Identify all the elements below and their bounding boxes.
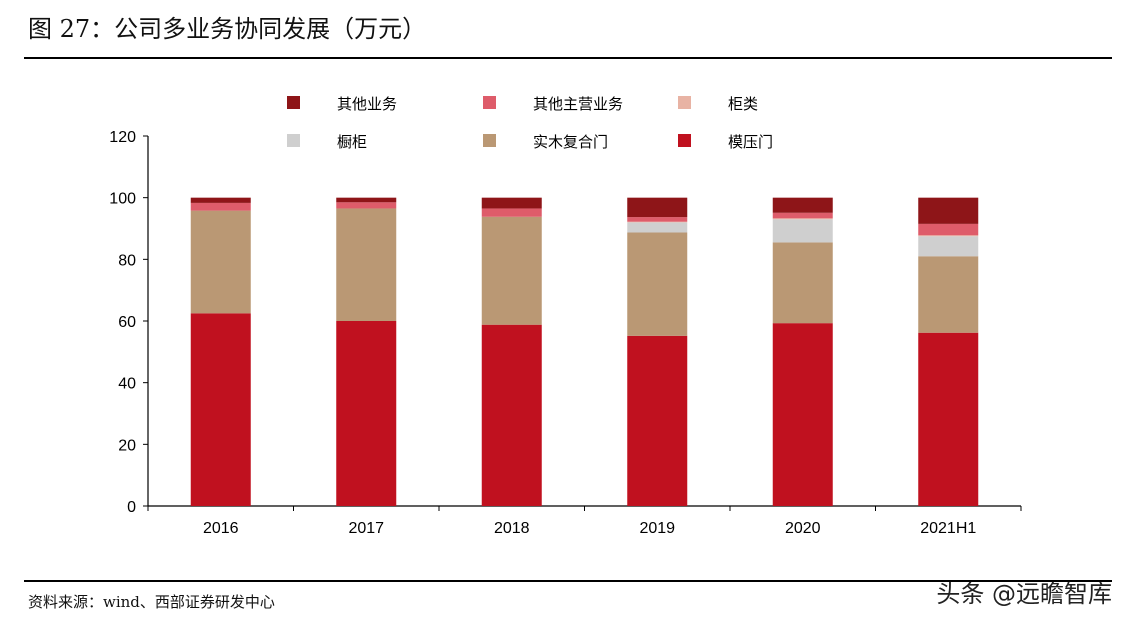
page-title: 图 27：公司多业务协同发展（万元）	[28, 15, 427, 43]
bar-segment-5	[918, 332, 979, 506]
bar-segment-2	[481, 324, 542, 506]
legend-label: 其他主营业务	[533, 95, 624, 113]
bar-segment-5	[918, 197, 979, 224]
bar-segment-1	[336, 197, 397, 203]
bar-segment-5	[918, 235, 979, 237]
bar-segment-0	[190, 197, 251, 203]
bar-segment-0	[190, 202, 251, 211]
legend-swatch	[287, 96, 300, 109]
source-note: 资料来源：wind、西部证券研发中心	[28, 593, 275, 611]
bar-segment-1	[336, 202, 397, 209]
y-tick-label: 40	[118, 376, 136, 393]
legend-label: 实木复合门	[533, 133, 609, 151]
bar-segment-1	[336, 321, 397, 506]
bar-segment-2	[481, 216, 542, 325]
bar-segment-0	[190, 313, 251, 506]
legend-label: 其他业务	[337, 95, 398, 113]
x-tick-label: 2018	[494, 520, 530, 537]
legend-label: 橱柜	[337, 133, 368, 151]
bar-segment-3	[627, 197, 688, 218]
legend-swatch	[678, 96, 691, 109]
y-tick-label: 20	[118, 437, 136, 454]
bar-segment-3	[627, 222, 688, 233]
bar-segment-3	[627, 335, 688, 506]
bar-segment-4	[772, 197, 833, 213]
bar-segment-4	[772, 323, 833, 506]
bar-segment-3	[627, 232, 688, 336]
legend-swatch	[287, 134, 300, 147]
x-tick-label: 2017	[348, 520, 384, 537]
y-tick-label: 100	[109, 191, 136, 208]
bar-segment-5	[918, 223, 979, 236]
legend-swatch	[678, 134, 691, 147]
bar-segment-4	[772, 212, 833, 219]
bar-segment-5	[918, 236, 979, 257]
bar-segment-5	[918, 256, 979, 333]
y-tick-label: 120	[109, 129, 136, 146]
bar-segment-3	[627, 217, 688, 222]
bar-segment-1	[336, 208, 397, 321]
legend-swatch	[483, 96, 496, 109]
legend-label: 模压门	[728, 133, 774, 151]
bar-segment-2	[481, 208, 542, 217]
watermark: 头条 @远瞻智库	[936, 580, 1112, 608]
bar-segment-4	[772, 242, 833, 324]
legend-swatch	[483, 134, 496, 147]
x-tick-label: 2019	[639, 520, 675, 537]
bar-segment-4	[772, 219, 833, 243]
x-tick-label: 2016	[203, 520, 239, 537]
bar-segment-0	[190, 210, 251, 314]
bar-segment-3	[627, 221, 688, 223]
x-tick-label: 2021H1	[920, 520, 976, 537]
y-tick-label: 60	[118, 314, 136, 331]
y-tick-label: 0	[127, 499, 136, 516]
bar-segment-2	[481, 197, 542, 209]
bar-segment-4	[772, 218, 833, 220]
x-tick-label: 2020	[785, 520, 821, 537]
footer-divider	[24, 580, 1112, 582]
title-divider	[24, 57, 1112, 59]
y-tick-label: 80	[118, 252, 136, 269]
legend-label: 柜类	[728, 95, 759, 113]
